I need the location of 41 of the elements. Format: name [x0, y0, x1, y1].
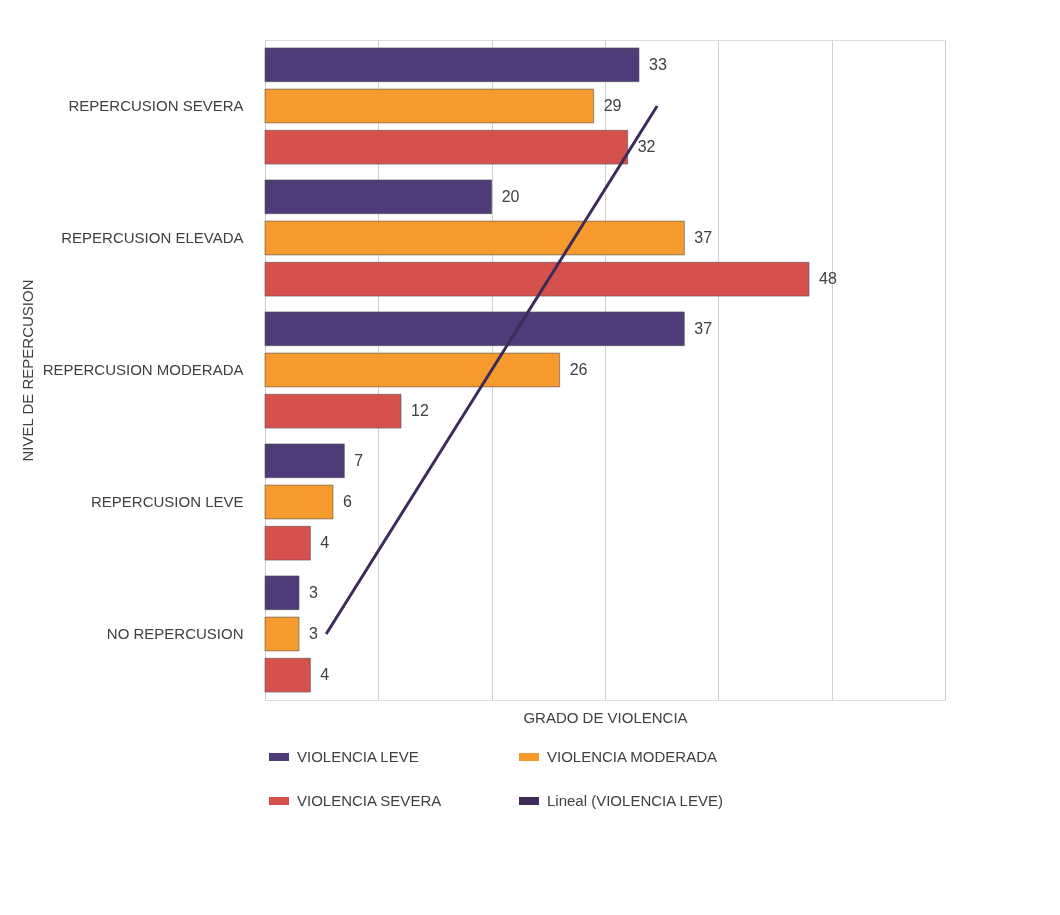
data-label: 3: [309, 583, 318, 601]
bar: [264, 443, 345, 478]
y-tick-label: REPERCUSION LEVE: [90, 493, 244, 510]
legend-label: VIOLENCIA LEVE: [297, 748, 419, 765]
y-axis-title: NIVEL DE REPERCUSION: [18, 279, 36, 462]
bar: [264, 262, 810, 297]
bar: [264, 179, 492, 214]
data-label: 3: [309, 625, 318, 642]
data-label: 33: [649, 55, 667, 73]
y-tick-label: REPERCUSION ELEVADA: [61, 229, 244, 246]
y-tick-label: REPERCUSION MODERADA: [42, 361, 244, 378]
bar: [264, 526, 311, 561]
legend-label: VIOLENCIA MODERADA: [547, 748, 718, 765]
bar: [264, 88, 594, 124]
data-label: 6: [343, 493, 352, 510]
x-axis-title: GRADO DE VIOLENCIA: [523, 708, 688, 726]
legend-label: VIOLENCIA SEVERA: [297, 792, 442, 809]
y-tick-label: REPERCUSION SEVERA: [68, 97, 244, 114]
bar: [264, 394, 402, 429]
bar: [264, 352, 560, 388]
data-label: 48: [819, 270, 837, 288]
data-label: 37: [694, 319, 713, 337]
data-label: 7: [354, 451, 364, 469]
data-label: 4: [320, 534, 330, 552]
data-label: 32: [637, 138, 656, 156]
data-label: 12: [411, 402, 429, 420]
legend-label: Lineal (VIOLENCIA LEVE): [547, 792, 723, 809]
bar: [264, 575, 300, 610]
bar: [264, 130, 628, 165]
bar: [264, 311, 685, 346]
bar: [264, 616, 300, 652]
bar: [264, 47, 640, 82]
bar: [264, 220, 685, 256]
bar: [264, 658, 311, 693]
y-tick-label: NO REPERCUSION: [106, 625, 244, 642]
data-label: 26: [569, 361, 588, 378]
bar: [264, 484, 334, 520]
data-label: 4: [320, 666, 330, 684]
data-label: 20: [501, 187, 520, 205]
data-label: 29: [603, 97, 622, 114]
data-label: 37: [694, 229, 713, 246]
